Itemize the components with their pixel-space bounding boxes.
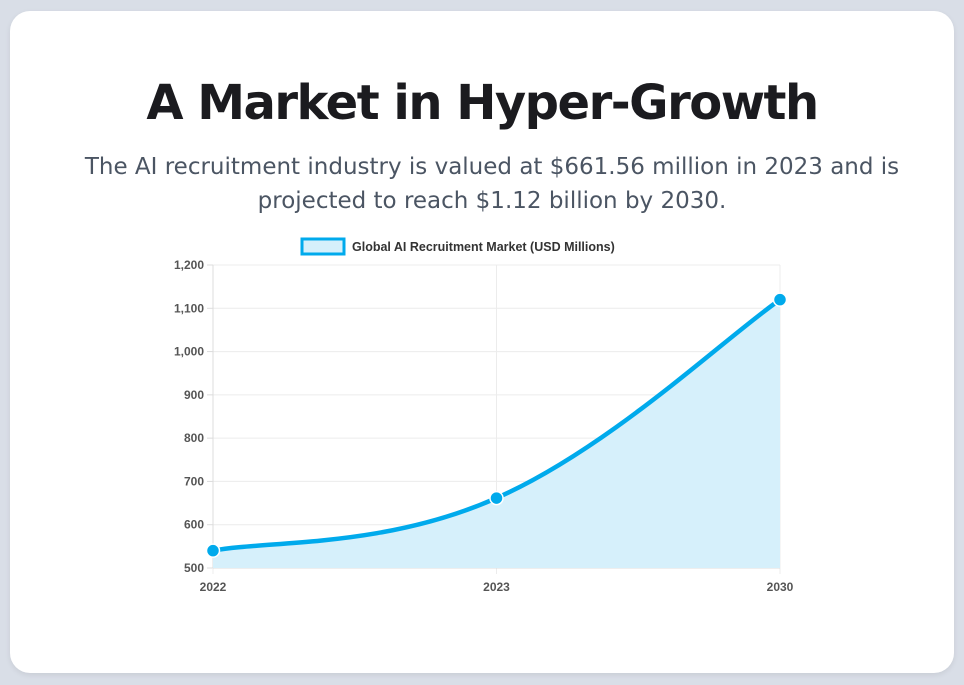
area-path <box>213 299 780 568</box>
y-axis-ticks: 500 600 700 800 900 1,000 1,100 1,200 <box>174 258 204 575</box>
x-axis-ticks: 2022 2023 2030 <box>200 580 794 594</box>
page-subtitle: The AI recruitment industry is valued at… <box>84 154 900 214</box>
y-tick-label: 900 <box>184 388 204 402</box>
y-tick-label: 800 <box>184 431 204 445</box>
data-points <box>205 292 788 558</box>
data-point <box>205 543 221 558</box>
data-point <box>489 490 504 506</box>
data-point <box>772 292 788 307</box>
legend-label: Global AI Recruitment Market (USD Millio… <box>352 240 615 254</box>
chart-legend[interactable]: Global AI Recruitment Market (USD Millio… <box>300 237 615 256</box>
y-tick-label: 500 <box>184 561 204 575</box>
x-tick-label: 2022 <box>200 580 227 594</box>
y-tick-label: 1,000 <box>174 345 204 359</box>
page-title: A Market in Hyper-Growth <box>146 75 819 131</box>
y-tick-label: 1,100 <box>174 301 204 315</box>
y-tick-label: 700 <box>184 474 204 488</box>
market-chart: Global AI Recruitment Market (USD Millio… <box>174 237 794 594</box>
legend-swatch <box>300 237 346 256</box>
x-tick-label: 2030 <box>767 580 794 594</box>
x-tick-label: 2023 <box>483 580 510 594</box>
y-tick-label: 600 <box>184 518 204 532</box>
y-tick-label: 1,200 <box>174 258 204 272</box>
area-fill <box>213 299 780 568</box>
